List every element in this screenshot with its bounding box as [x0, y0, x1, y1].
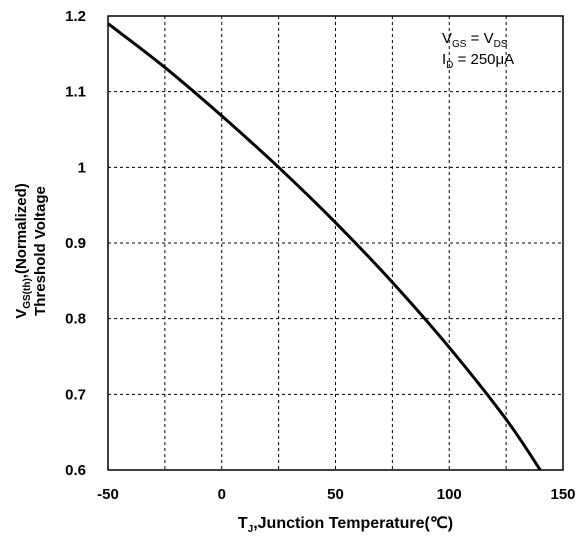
x-tick-label: 50: [327, 486, 344, 503]
x-tick-label: 0: [218, 486, 226, 503]
test-condition-annotation: VGS = VDS ID = 250μA: [442, 30, 514, 71]
series-line-vgs-th: [107, 22, 542, 471]
plot-frame: [107, 15, 564, 471]
y-axis-title-line2: Threshold Voltage: [32, 186, 49, 316]
y-tick-label: 1: [78, 159, 86, 176]
y-tick-label: 1.2: [65, 8, 86, 25]
x-tick-labels: -50 0 50 100 150: [97, 486, 575, 503]
y-tick-label: 1.1: [65, 84, 86, 101]
y-tick-label: 0.7: [65, 386, 86, 403]
y-tick-labels: 0.6 0.7 0.8 0.9 1 1.1 1.2: [65, 8, 86, 479]
annotation-id-current: ID = 250μA: [442, 51, 514, 71]
annotation-vgs-vds: VGS = VDS: [442, 30, 508, 50]
y-tick-label: 0.8: [65, 311, 86, 328]
x-tick-label: -50: [97, 486, 119, 503]
x-axis-title: TJ,Junction Temperature(℃): [238, 515, 453, 535]
y-axis-title-line1: VGS(th),(Normalized): [13, 183, 33, 319]
x-tick-label: 100: [437, 486, 462, 503]
x-tick-label: 150: [550, 486, 575, 503]
y-axis-title: VGS(th),(Normalized) Threshold Voltage: [13, 183, 49, 319]
y-tick-label: 0.9: [65, 235, 86, 252]
y-tick-label: 0.6: [65, 462, 86, 479]
